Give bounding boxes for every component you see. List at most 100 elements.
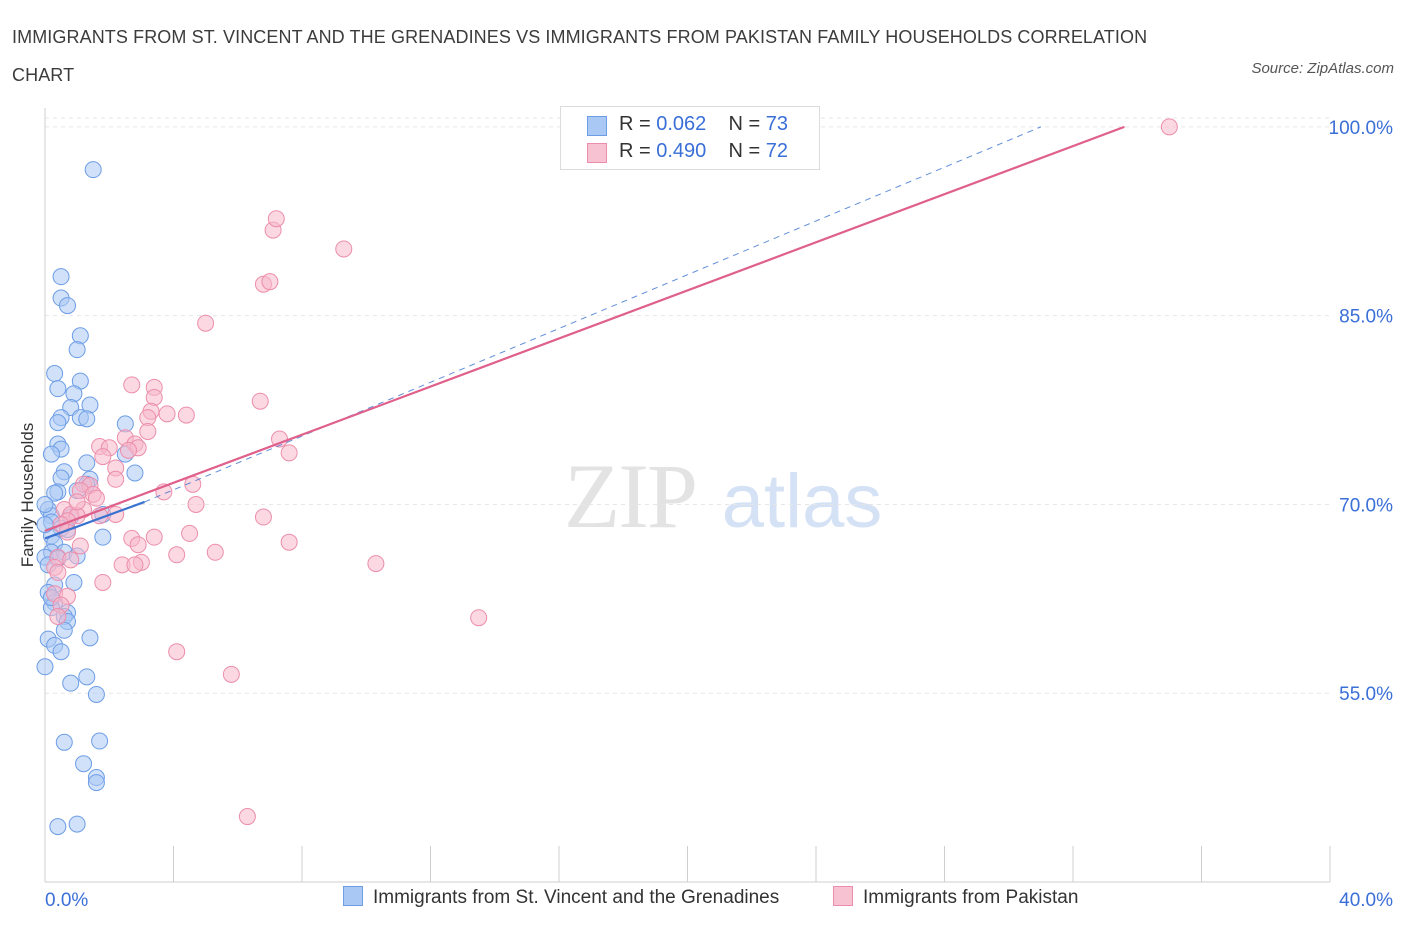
- data-point-pink: [177, 406, 195, 424]
- grid-lines: [45, 117, 1330, 694]
- data-point-blue: [55, 621, 73, 639]
- legend-item-pink[interactable]: Immigrants from Pakistan: [833, 886, 1078, 909]
- data-point-pink: [87, 489, 105, 507]
- data-point-pink: [238, 808, 256, 826]
- data-point-blue: [58, 297, 76, 315]
- data-point-blue: [62, 674, 80, 692]
- data-point-blue: [75, 755, 93, 773]
- data-point-pink: [1160, 118, 1178, 136]
- data-point-pink: [120, 441, 138, 459]
- stats-r-label: R =: [619, 113, 657, 135]
- data-point-blue: [81, 629, 99, 647]
- data-point-pink: [94, 448, 112, 466]
- data-point-blue: [65, 385, 83, 403]
- data-point-pink: [129, 536, 147, 554]
- data-point-blue: [46, 365, 64, 383]
- legend-swatch-blue: [343, 886, 363, 906]
- data-point-pink: [139, 422, 157, 440]
- data-point-blue: [78, 668, 96, 686]
- data-point-pink: [280, 533, 298, 551]
- data-point-blue: [78, 410, 96, 428]
- data-point-blue: [126, 464, 144, 482]
- stats-swatch-pink: [587, 143, 607, 163]
- data-point-blue: [52, 643, 70, 661]
- trend-line-pink: [44, 125, 1125, 532]
- stats-r-value: 0.490: [656, 140, 707, 162]
- data-point-blue: [42, 445, 60, 463]
- data-point-blue: [46, 484, 64, 502]
- data-point-pink: [197, 314, 215, 332]
- watermark: ZIP atlas: [564, 445, 882, 547]
- data-point-pink: [49, 563, 67, 581]
- data-point-blue: [71, 327, 89, 345]
- x-tick-max: 40.0%: [1339, 890, 1393, 911]
- trend-lines: [44, 125, 1125, 540]
- data-point-blue: [87, 774, 105, 792]
- data-point-pink: [68, 493, 86, 511]
- data-point-pink: [187, 495, 205, 513]
- data-point-pink: [107, 470, 125, 488]
- trend-line-blue-dashed: [144, 126, 1042, 503]
- chart-title: IMMIGRANTS FROM ST. VINCENT AND THE GREN…: [12, 27, 1148, 85]
- data-point-pink: [335, 240, 353, 258]
- data-point-blue: [78, 454, 96, 472]
- stats-box: R = 0.062 N = 73 R = 0.490 N = 72: [560, 106, 820, 170]
- data-point-blue: [52, 469, 70, 487]
- data-point-blue: [49, 380, 67, 398]
- data-point-pink: [158, 405, 176, 423]
- data-point-pink: [126, 556, 144, 574]
- data-point-blue: [68, 341, 86, 359]
- stats-n-value: 73: [765, 113, 789, 135]
- stats-n-value: 72: [765, 140, 789, 162]
- data-point-pink: [222, 665, 240, 683]
- data-point-blue: [36, 495, 54, 513]
- source-label: Source: ZipAtlas.com: [1251, 60, 1394, 77]
- legend-label-blue: Immigrants from St. Vincent and the Gren…: [373, 887, 780, 908]
- data-point-pink: [280, 444, 298, 462]
- x-tick-min: 0.0%: [45, 890, 89, 911]
- data-point-pink: [145, 388, 163, 406]
- stats-n-label: N =: [728, 140, 766, 162]
- data-point-blue: [36, 658, 54, 676]
- watermark-atlas: atlas: [722, 459, 883, 544]
- data-point-pink: [181, 524, 199, 542]
- watermark-zip: ZIP: [564, 445, 696, 547]
- stats-swatch-blue: [587, 116, 607, 136]
- data-point-pink: [206, 543, 224, 561]
- data-point-blue: [65, 573, 83, 591]
- data-point-pink: [251, 392, 269, 410]
- stats-r-value: 0.062: [656, 113, 707, 135]
- data-point-pink: [267, 210, 285, 228]
- data-point-blue: [49, 414, 67, 432]
- data-point-pink: [261, 273, 279, 291]
- data-point-pink: [470, 609, 488, 627]
- data-point-pink: [62, 551, 80, 569]
- y-tick-labels: 55.0% 70.0% 85.0% 100.0%: [1329, 118, 1394, 705]
- data-point-pink: [145, 528, 163, 546]
- data-point-pink: [168, 546, 186, 564]
- data-point-blue: [55, 733, 73, 751]
- trend-line-blue: [44, 500, 145, 540]
- legend-swatch-pink: [833, 886, 853, 906]
- y-tick-label: 70.0%: [1339, 495, 1393, 516]
- y-tick-label: 85.0%: [1339, 307, 1393, 328]
- data-point-blue: [94, 528, 112, 546]
- data-point-blue: [52, 268, 70, 286]
- axes: [44, 108, 1331, 883]
- data-point-blue: [84, 161, 102, 179]
- data-point-blue: [91, 732, 109, 750]
- legend-label-pink: Immigrants from Pakistan: [863, 887, 1079, 908]
- data-point-blue: [68, 815, 86, 833]
- legend-item-blue[interactable]: Immigrants from St. Vincent and the Gren…: [343, 886, 779, 909]
- data-point-blue: [49, 818, 67, 836]
- data-point-pink: [71, 537, 89, 555]
- stats-n-label: N =: [728, 113, 766, 135]
- data-point-pink: [367, 555, 385, 573]
- data-point-blue: [87, 685, 105, 703]
- y-axis-label: Family Households: [18, 422, 37, 568]
- stats-r-label: R =: [619, 140, 657, 162]
- data-point-pink: [168, 643, 186, 661]
- y-tick-label: 55.0%: [1339, 684, 1393, 705]
- data-point-pink: [49, 607, 67, 625]
- y-tick-label: 100.0%: [1329, 118, 1394, 139]
